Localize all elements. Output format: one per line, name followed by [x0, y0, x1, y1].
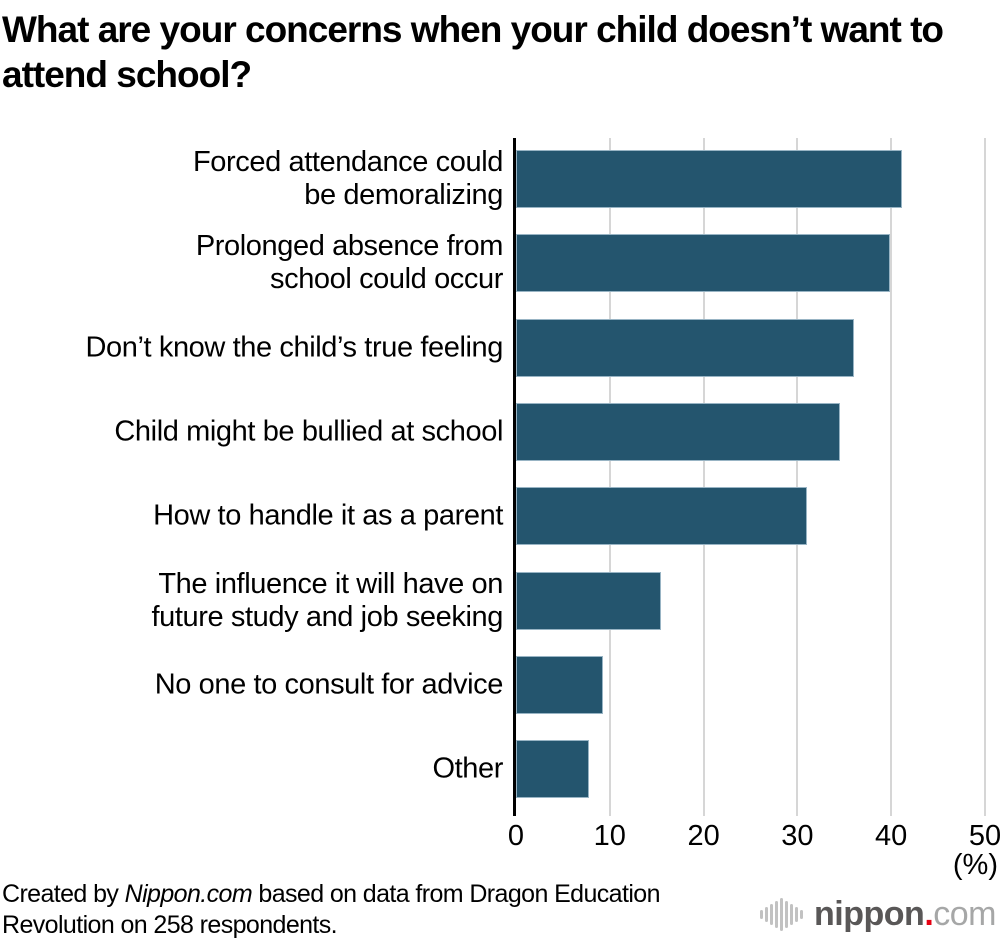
- logo-icon-bar: [790, 903, 794, 925]
- bar: [516, 150, 902, 208]
- gridline: [702, 138, 705, 816]
- gridline: [890, 138, 893, 816]
- category-label: No one to consult for advice: [154, 668, 504, 701]
- soundwave-bars-icon: [760, 897, 804, 931]
- x-tick-label: 30: [781, 820, 814, 852]
- bar: [516, 740, 590, 799]
- category-label: Forced attendance could be demoralizing: [192, 146, 503, 211]
- gridline: [608, 138, 611, 816]
- gridline: [984, 138, 986, 816]
- bar: [516, 487, 807, 546]
- source-note-suffix: based on data from Dragon Education Revo…: [2, 880, 660, 939]
- category-label: Prolonged absence from school could occu…: [195, 230, 504, 296]
- source-note: Created by Nippon.com based on data from…: [2, 879, 702, 941]
- bar: [516, 402, 840, 461]
- nippon-logo: nippon.com: [760, 893, 996, 935]
- x-tick-label: 20: [687, 820, 720, 852]
- logo-icon-bar: [775, 900, 779, 928]
- category-label: The influence it will have on future stu…: [151, 567, 503, 633]
- category-label: How to handle it as a parent: [153, 499, 503, 532]
- logo-text-nippon: nippon: [814, 894, 925, 933]
- y-axis-line: [513, 138, 516, 816]
- logo-icon-bar: [785, 900, 789, 928]
- logo-icon-bar: [760, 909, 764, 919]
- bar: [516, 571, 662, 630]
- gridline: [796, 138, 799, 816]
- category-label: Child might be bullied at school: [114, 415, 503, 448]
- logo-wordmark: nippon.com: [814, 895, 996, 934]
- bar: [516, 234, 891, 293]
- x-tick-label: 40: [875, 820, 908, 852]
- source-note-brand: Nippon.com: [124, 880, 253, 908]
- logo-icon-bar: [770, 903, 774, 925]
- source-note-prefix: Created by: [2, 880, 125, 908]
- logo-dot: .: [924, 894, 934, 933]
- x-tick-label: 10: [593, 820, 626, 852]
- bar: [516, 318, 854, 377]
- bar: [516, 655, 604, 714]
- logo-icon-bar: [765, 906, 769, 922]
- category-label: Don’t know the child’s true feeling: [85, 331, 504, 364]
- logo-icon-bar: [780, 897, 784, 931]
- logo-icon-bar: [795, 906, 799, 922]
- x-tick-label: 50: [968, 820, 1000, 852]
- logo-icon-bar: [800, 909, 804, 919]
- x-tick-label: 0: [507, 820, 525, 852]
- logo-text-com: com: [933, 894, 996, 933]
- x-axis-unit-label: (%): [952, 849, 998, 881]
- chart-title: What are your concerns when your child d…: [2, 9, 944, 95]
- category-label: Other: [432, 752, 503, 785]
